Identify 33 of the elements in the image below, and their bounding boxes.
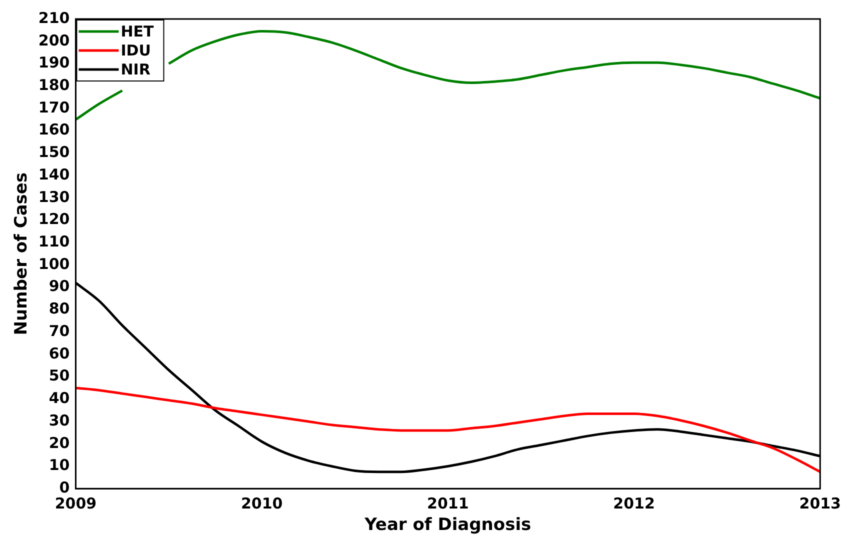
y-tick-label: 120	[38, 210, 70, 228]
y-tick-label: 20	[48, 434, 70, 452]
y-tick-label: 0	[59, 478, 70, 496]
y-axis-title: Number of Cases	[12, 172, 32, 336]
y-tick-label: 30	[48, 411, 70, 430]
y-tick-label: 110	[38, 232, 70, 251]
y-tick-label: 190	[38, 54, 70, 72]
y-tick-label: 90	[48, 277, 70, 296]
y-tick-label: 150	[38, 143, 70, 162]
x-tick-label: 2010	[240, 494, 283, 512]
y-tick-label: 160	[38, 120, 70, 139]
y-tick-label: 40	[48, 389, 70, 408]
legend-label: IDU	[120, 41, 151, 60]
x-tick-label: 2009	[54, 494, 97, 512]
y-tick-label: 50	[48, 366, 70, 385]
y-tick-label: 100	[38, 254, 70, 273]
y-tick-label: 60	[48, 344, 70, 362]
line-series	[76, 386, 820, 474]
y-tick-label: 70	[48, 322, 70, 340]
y-tick-label: 200	[38, 31, 70, 50]
y-tick-label: 210	[38, 8, 70, 27]
y-tick-label: 170	[38, 98, 70, 116]
x-tick-label: 2013	[799, 494, 841, 512]
y-tick-label: 10	[48, 456, 70, 474]
x-tick-label: 2012	[613, 494, 655, 512]
y-tick-label: 140	[38, 165, 70, 184]
x-tick-label: 2011	[427, 494, 469, 512]
y-tick-label: 130	[38, 188, 70, 206]
x-axis-title: Year of Diagnosis	[364, 515, 532, 536]
legend-label: NIR	[120, 60, 151, 78]
y-tick-label: 80	[48, 300, 70, 318]
y-tick-label: 180	[38, 76, 70, 94]
legend-label: HET	[120, 22, 155, 40]
